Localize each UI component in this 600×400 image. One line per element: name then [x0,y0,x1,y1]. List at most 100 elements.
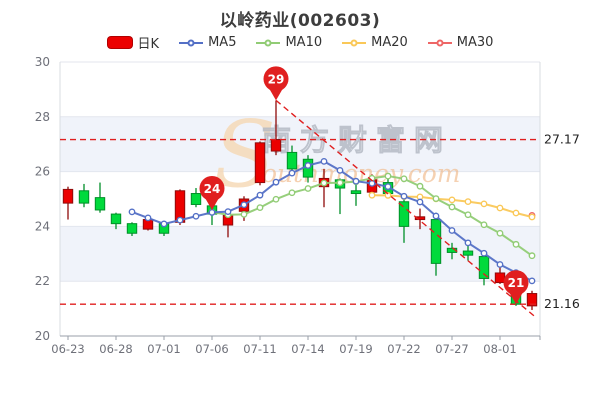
ma20-point [528,213,536,221]
ma20-line [368,191,536,221]
candle-body [350,190,362,195]
ma5-point [176,216,184,224]
candle-body [526,293,538,307]
ma5-point [448,227,456,234]
ma5-line [128,157,536,285]
y-axis-label: 28 [35,110,50,124]
chart-legend: 日K MA5 MA10 MA20 MA30 [0,33,600,52]
ma10-point [496,229,504,237]
ma20-marker-icon [342,39,367,46]
legend-label-ma30: MA30 [456,35,494,50]
ma5-point [480,249,488,257]
x-axis-label: 07-19 [339,342,372,356]
candle-body [110,213,122,225]
ma10-point [528,252,536,260]
ma10-point [272,195,280,203]
svg-text:24: 24 [204,182,221,196]
reference-lines: 27.17 21.16 [60,132,580,311]
svg-text:21: 21 [508,276,525,290]
y-axis-label: 26 [35,165,50,179]
ma10-point [448,203,456,211]
ma10-point [512,240,520,248]
legend-item-kline[interactable]: 日K [106,33,160,52]
x-axis-label: 07-06 [195,342,228,356]
ma5-point [240,201,248,209]
legend-label-kline: 日K [137,37,160,52]
ma20-point [512,209,520,217]
ma20-point [384,192,392,199]
candle-body [462,250,474,256]
ma30-marker-icon [427,39,452,46]
ma5-point [192,212,200,220]
legend-item-ma30[interactable]: MA30 [427,35,494,50]
candle-body [78,190,90,204]
kline-swatch-icon [106,36,133,49]
candle-body [254,142,266,184]
svg-text:29: 29 [268,72,285,86]
ma10-point [256,204,264,212]
ma5-point [288,169,296,177]
ma10-point [288,189,296,197]
ma5-point [464,239,472,247]
ma5-point [128,208,136,216]
x-axis-label: 07-14 [291,342,324,356]
ma5-point [336,166,344,174]
candle-body [62,188,74,204]
ma10-point [432,195,440,202]
ma5-point [208,209,216,216]
ma10-marker-icon [256,39,281,46]
ma5-point [272,178,280,186]
mark-point-21: 21 [503,270,529,305]
ma5-point [224,208,232,216]
mark-point-29: 29 [263,66,289,101]
legend-item-ma5[interactable]: MA5 [179,35,236,50]
y-axis: 20 22 24 26 28 30 [35,55,50,343]
ma5-point [320,157,328,165]
ma20-point [480,200,488,208]
ma5-point [304,162,312,169]
candle-body [494,272,506,284]
ma5-point [496,261,504,268]
ma20-point [464,198,472,206]
legend-label-ma20: MA20 [371,35,408,50]
ma10-point [400,175,408,183]
ma5-point [384,183,392,191]
legend-label-ma5: MA5 [208,35,237,50]
candle-body [270,139,282,152]
candle-body [478,256,490,279]
ma10-point [464,211,472,219]
ma10-point [304,185,312,192]
ma5-point [416,198,424,206]
ma10-point [240,210,248,218]
ma5-point [368,179,376,187]
y-axis-label: 24 [35,219,50,233]
ma20-point [496,204,504,212]
candle-body [286,151,298,170]
ma10-point [384,172,392,180]
ma5-point [400,192,408,200]
x-axis-label: 07-11 [243,342,276,356]
candle-body [414,216,426,221]
x-axis: 06-23 06-28 07-01 07-06 07-11 07-14 07-19 07-22… [51,335,541,356]
ma5-point [256,191,264,199]
ma5-point [528,277,536,285]
x-axis-label: 06-28 [99,342,132,356]
ma10-point [336,179,344,187]
ma5-marker-icon [179,39,204,46]
ma5-point [432,212,440,220]
legend-item-ma10[interactable]: MA10 [256,35,322,50]
ma10-point [320,179,328,187]
ma5-point [144,214,152,222]
y-axis-label: 30 [35,55,50,69]
candle-body [430,219,442,264]
reference-price-label: 21.16 [544,296,580,311]
candle-body [398,201,410,227]
trend-line [275,99,536,318]
ma5-point [352,177,360,185]
legend-label-ma10: MA10 [285,35,323,50]
x-axis-label: 07-01 [147,342,180,356]
legend-item-ma20[interactable]: MA20 [342,35,408,50]
reference-price-label: 27.17 [544,132,580,147]
mark-point-24: 24 [199,175,225,210]
